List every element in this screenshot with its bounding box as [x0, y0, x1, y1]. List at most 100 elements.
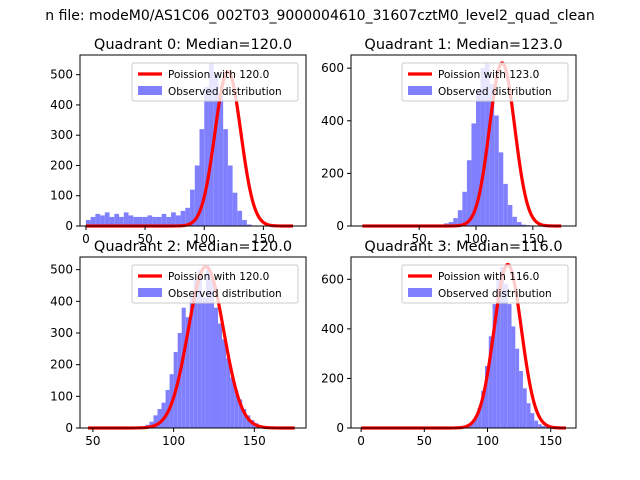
subplot-2: 50 100 150 0 100 200 300 400 500 Quadrant 2: Medi…: [50, 239, 307, 448]
x-tick-label: 50: [417, 434, 432, 448]
x-tick-label: 0: [357, 434, 365, 448]
observed-bar: [489, 83, 495, 226]
observed-bar: [453, 218, 458, 226]
observed-bar: [477, 408, 482, 428]
observed-bars: [462, 266, 558, 428]
observed-bar: [534, 420, 539, 428]
observed-bar: [232, 192, 238, 226]
observed-bar: [193, 279, 198, 428]
legend-label-poisson: Poission with 120.0: [168, 271, 269, 283]
observed-bar: [85, 219, 91, 226]
observed-bar: [199, 129, 205, 226]
observed-bar: [128, 215, 134, 226]
x-tick-label: 50: [85, 434, 100, 448]
observed-bar: [209, 276, 214, 428]
y-tick-label: 0: [65, 219, 73, 233]
y-tick-label: 200: [50, 158, 73, 172]
axes-frame: [79, 54, 307, 227]
observed-bar: [222, 339, 227, 428]
y-tick-label: 500: [50, 263, 73, 277]
observed-bar: [109, 216, 115, 226]
observed-bar: [246, 415, 251, 428]
observed-bar: [237, 210, 243, 226]
y-tick-label: 500: [50, 68, 73, 82]
observed-bar: [213, 307, 219, 428]
legend-bar-swatch: [138, 86, 162, 95]
observed-bar: [223, 129, 228, 226]
legend-label-observed: Observed distribution: [168, 288, 282, 300]
subplot-title: Quadrant 2: Median=120.0: [94, 239, 292, 255]
observed-bar: [538, 424, 542, 428]
observed-bar: [541, 426, 546, 428]
axes-frame: [79, 256, 307, 429]
observed-bar: [492, 304, 497, 428]
legend-box: [401, 264, 569, 304]
x-tick-label: 100: [193, 232, 216, 246]
observed-bar: [448, 222, 454, 226]
observed-bar: [511, 326, 516, 428]
y-tick-label: 200: [321, 166, 344, 180]
observed-bar: [242, 219, 247, 226]
y-tick-label: 400: [321, 322, 344, 336]
observed-bar: [161, 402, 166, 428]
axes-frame: [350, 256, 577, 429]
observed-bar: [208, 62, 214, 226]
legend-label-poisson: Poission with 116.0: [438, 271, 539, 283]
legend-box: [401, 62, 569, 102]
observed-bar: [471, 123, 476, 226]
observed-bar: [180, 210, 186, 226]
observed-bar: [142, 216, 148, 226]
observed-bar: [512, 216, 517, 226]
observed-bar: [95, 213, 101, 226]
observed-bar: [218, 323, 223, 428]
observed-bar: [171, 212, 176, 226]
observed-bar: [507, 304, 512, 428]
observed-bar: [185, 317, 190, 428]
subplot-0: 0 50 100 150 0 100 200 300 400 500 Quadrant 0: Med…: [50, 37, 307, 246]
legend-label-poisson: Poission with 120.0: [168, 69, 269, 81]
observed-bar: [123, 212, 129, 226]
y-tick-label: 200: [50, 358, 73, 372]
observed-bar: [213, 74, 219, 226]
observed-bar: [457, 210, 463, 226]
observed-bar: [157, 409, 162, 428]
legend-label-observed: Observed distribution: [438, 288, 552, 300]
observed-bar: [205, 269, 210, 428]
x-tick-label: 150: [252, 232, 275, 246]
observed-bar: [181, 307, 186, 428]
observed-bar: [218, 95, 224, 227]
legend: Poission with 120.0 Observed distribution: [131, 264, 299, 304]
y-tick-label: 600: [321, 272, 344, 286]
observed-bar: [227, 165, 233, 226]
legend-bar-swatch: [408, 86, 432, 95]
y-tick-label: 200: [321, 371, 344, 385]
observed-bar: [503, 284, 508, 428]
observed-bar: [230, 377, 235, 428]
observed-bar: [476, 89, 481, 226]
observed-bar: [226, 358, 231, 428]
observed-bar: [494, 115, 499, 226]
observed-bar: [500, 266, 504, 428]
observed-bar: [189, 295, 194, 428]
legend-box: [131, 264, 299, 304]
x-tick-label: 150: [521, 232, 544, 246]
legend-bar-swatch: [408, 288, 432, 297]
observed-bar: [201, 298, 206, 428]
observed-bar: [104, 212, 110, 226]
observed-bar: [137, 216, 143, 226]
x-tick-label: 100: [465, 232, 488, 246]
x-tick-label: 100: [476, 434, 499, 448]
observed-bar: [498, 152, 504, 226]
y-tick-label: 600: [321, 61, 344, 75]
observed-bars: [85, 62, 252, 227]
observed-bar: [515, 348, 520, 428]
y-tick-label: 300: [50, 128, 73, 142]
x-tick-label: 0: [82, 232, 90, 246]
subplot-title: Quadrant 3: Median=116.0: [364, 239, 562, 255]
observed-bar: [119, 216, 124, 226]
subplot-3: 0 50 100 150 0 200 400 600 Quadrant 3: Median=11…: [321, 239, 577, 448]
y-tick-label: 400: [50, 294, 73, 308]
legend-bar-swatch: [138, 288, 162, 297]
observed-bar: [516, 222, 522, 226]
observed-bar: [507, 204, 513, 226]
